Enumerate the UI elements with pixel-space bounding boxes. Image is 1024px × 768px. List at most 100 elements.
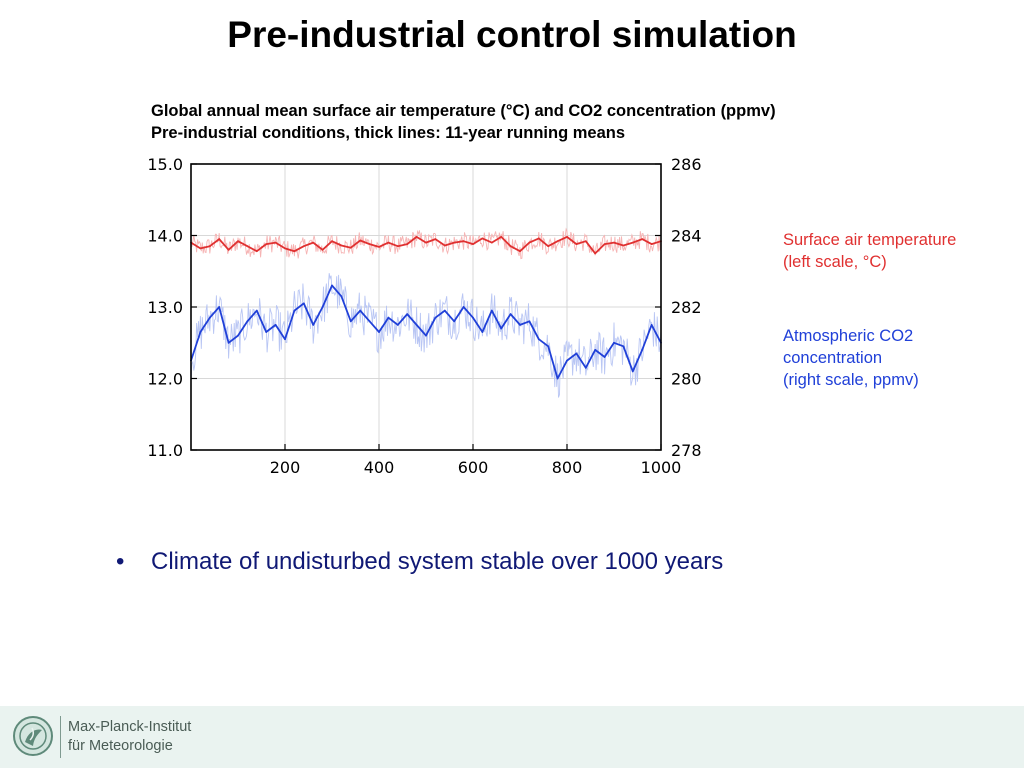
data-point-right [481, 331, 484, 333]
data-point-left [302, 245, 305, 248]
data-point-left [293, 250, 296, 253]
data-point-left [246, 245, 249, 248]
data-point-right [218, 306, 221, 308]
footer: Max-Planck-Institut für Meteorologie [0, 706, 1024, 768]
legend-temperature: Surface air temperature (left scale, °C) [783, 229, 956, 273]
data-point-right [274, 324, 277, 326]
data-point-right [387, 316, 390, 319]
data-point-left [368, 243, 371, 246]
chart-grid [191, 163, 662, 451]
data-point-left [472, 243, 474, 246]
data-point-left [218, 238, 221, 241]
data-point-left [566, 236, 568, 238]
data-point-right [302, 302, 305, 305]
data-point-left [237, 240, 239, 243]
data-point-right [237, 334, 239, 337]
y-right-tick-label: 280 [671, 370, 702, 389]
data-point-left [434, 238, 437, 241]
data-point-left [613, 241, 615, 244]
y-right-tick-label: 284 [671, 227, 702, 246]
data-point-right [255, 309, 258, 312]
data-point-left [312, 241, 315, 244]
data-point-left [490, 241, 493, 244]
data-point-left [321, 248, 324, 251]
chart-title-line1: Global annual mean surface air temperatu… [151, 102, 776, 120]
institute-name-line2: für Meteorologie [68, 738, 173, 754]
climate-chart: 200 400 600 800 1000 15.0 14.0 13.0 12.0 11.0 286 2… [147, 155, 702, 477]
x-tick-label: 600 [458, 458, 489, 477]
footer-divider [60, 716, 61, 758]
data-point-left [359, 239, 362, 242]
data-point-left [537, 237, 540, 240]
data-point-right [208, 316, 211, 319]
institute-name-line1: Max-Planck-Institut [68, 719, 192, 735]
data-point-right [443, 309, 446, 312]
data-point-left [378, 246, 380, 248]
annual-line-left [190, 227, 662, 260]
y-left-tick-label: 13.0 [147, 298, 183, 317]
data-point-left [284, 247, 286, 250]
data-point-left [265, 243, 268, 246]
data-point-right [603, 356, 606, 358]
bullet-marker: • [116, 548, 125, 575]
data-point-left [641, 238, 644, 241]
data-point-left [500, 236, 503, 238]
data-point-right [434, 316, 437, 319]
x-tick-label: 800 [552, 458, 583, 477]
data-point-left [227, 248, 230, 251]
data-point-left [603, 243, 606, 246]
x-tick-label: 1000 [641, 458, 682, 477]
y-left-tick-label: 15.0 [147, 155, 183, 174]
data-point-right [622, 345, 625, 348]
annual-values-layer [190, 227, 662, 398]
data-point-left [208, 245, 211, 248]
data-point-right [556, 377, 559, 380]
data-point-left [519, 250, 521, 253]
data-point-right [199, 331, 202, 333]
data-point-left [331, 240, 333, 243]
y-right-tick-label: 286 [671, 155, 702, 174]
data-point-right [265, 331, 268, 333]
data-point-left [481, 237, 484, 240]
data-point-right [528, 320, 531, 323]
data-point-right [227, 341, 230, 344]
data-point-left [406, 243, 409, 246]
chart-title-line2: Pre-industrial conditions, thick lines: … [151, 124, 626, 142]
data-point-left [415, 236, 418, 238]
data-point-right [547, 345, 550, 348]
data-point-left [575, 243, 578, 246]
data-point-left [509, 245, 512, 248]
data-point-right [359, 309, 362, 312]
data-point-right [537, 338, 540, 341]
y-right-tick-label: 278 [671, 441, 702, 460]
data-point-left [255, 250, 258, 253]
data-point-right [396, 324, 399, 326]
data-point-left [425, 241, 427, 244]
data-point-left [340, 244, 343, 247]
data-point-right [368, 320, 371, 323]
x-tick-label: 400 [364, 458, 395, 477]
data-point-left [462, 240, 465, 243]
data-point-right [425, 334, 427, 337]
data-point-left [396, 245, 399, 248]
data-point-right [462, 306, 465, 308]
data-point-right [613, 341, 615, 344]
data-point-right [331, 284, 333, 287]
y-left-tick-label: 14.0 [147, 227, 183, 246]
legend-co2-line3: (right scale, ppmv) [783, 371, 919, 389]
data-point-right [453, 320, 456, 323]
data-point-right [472, 316, 474, 319]
data-point-right [575, 352, 578, 355]
data-point-left [349, 246, 352, 249]
data-point-left [199, 247, 202, 250]
data-point-right [509, 313, 512, 315]
data-point-right [321, 306, 324, 308]
institute-name: Max-Planck-Institut für Meteorologie [68, 718, 191, 756]
legend-co2: Atmospheric CO2 concentration (right sca… [783, 325, 919, 391]
data-point-left [453, 241, 456, 244]
data-point-right [293, 309, 296, 312]
data-point-right [415, 324, 418, 326]
bullet-text: Climate of undisturbed system stable ove… [151, 548, 724, 575]
data-point-left [387, 241, 390, 244]
data-point-left [584, 240, 587, 243]
